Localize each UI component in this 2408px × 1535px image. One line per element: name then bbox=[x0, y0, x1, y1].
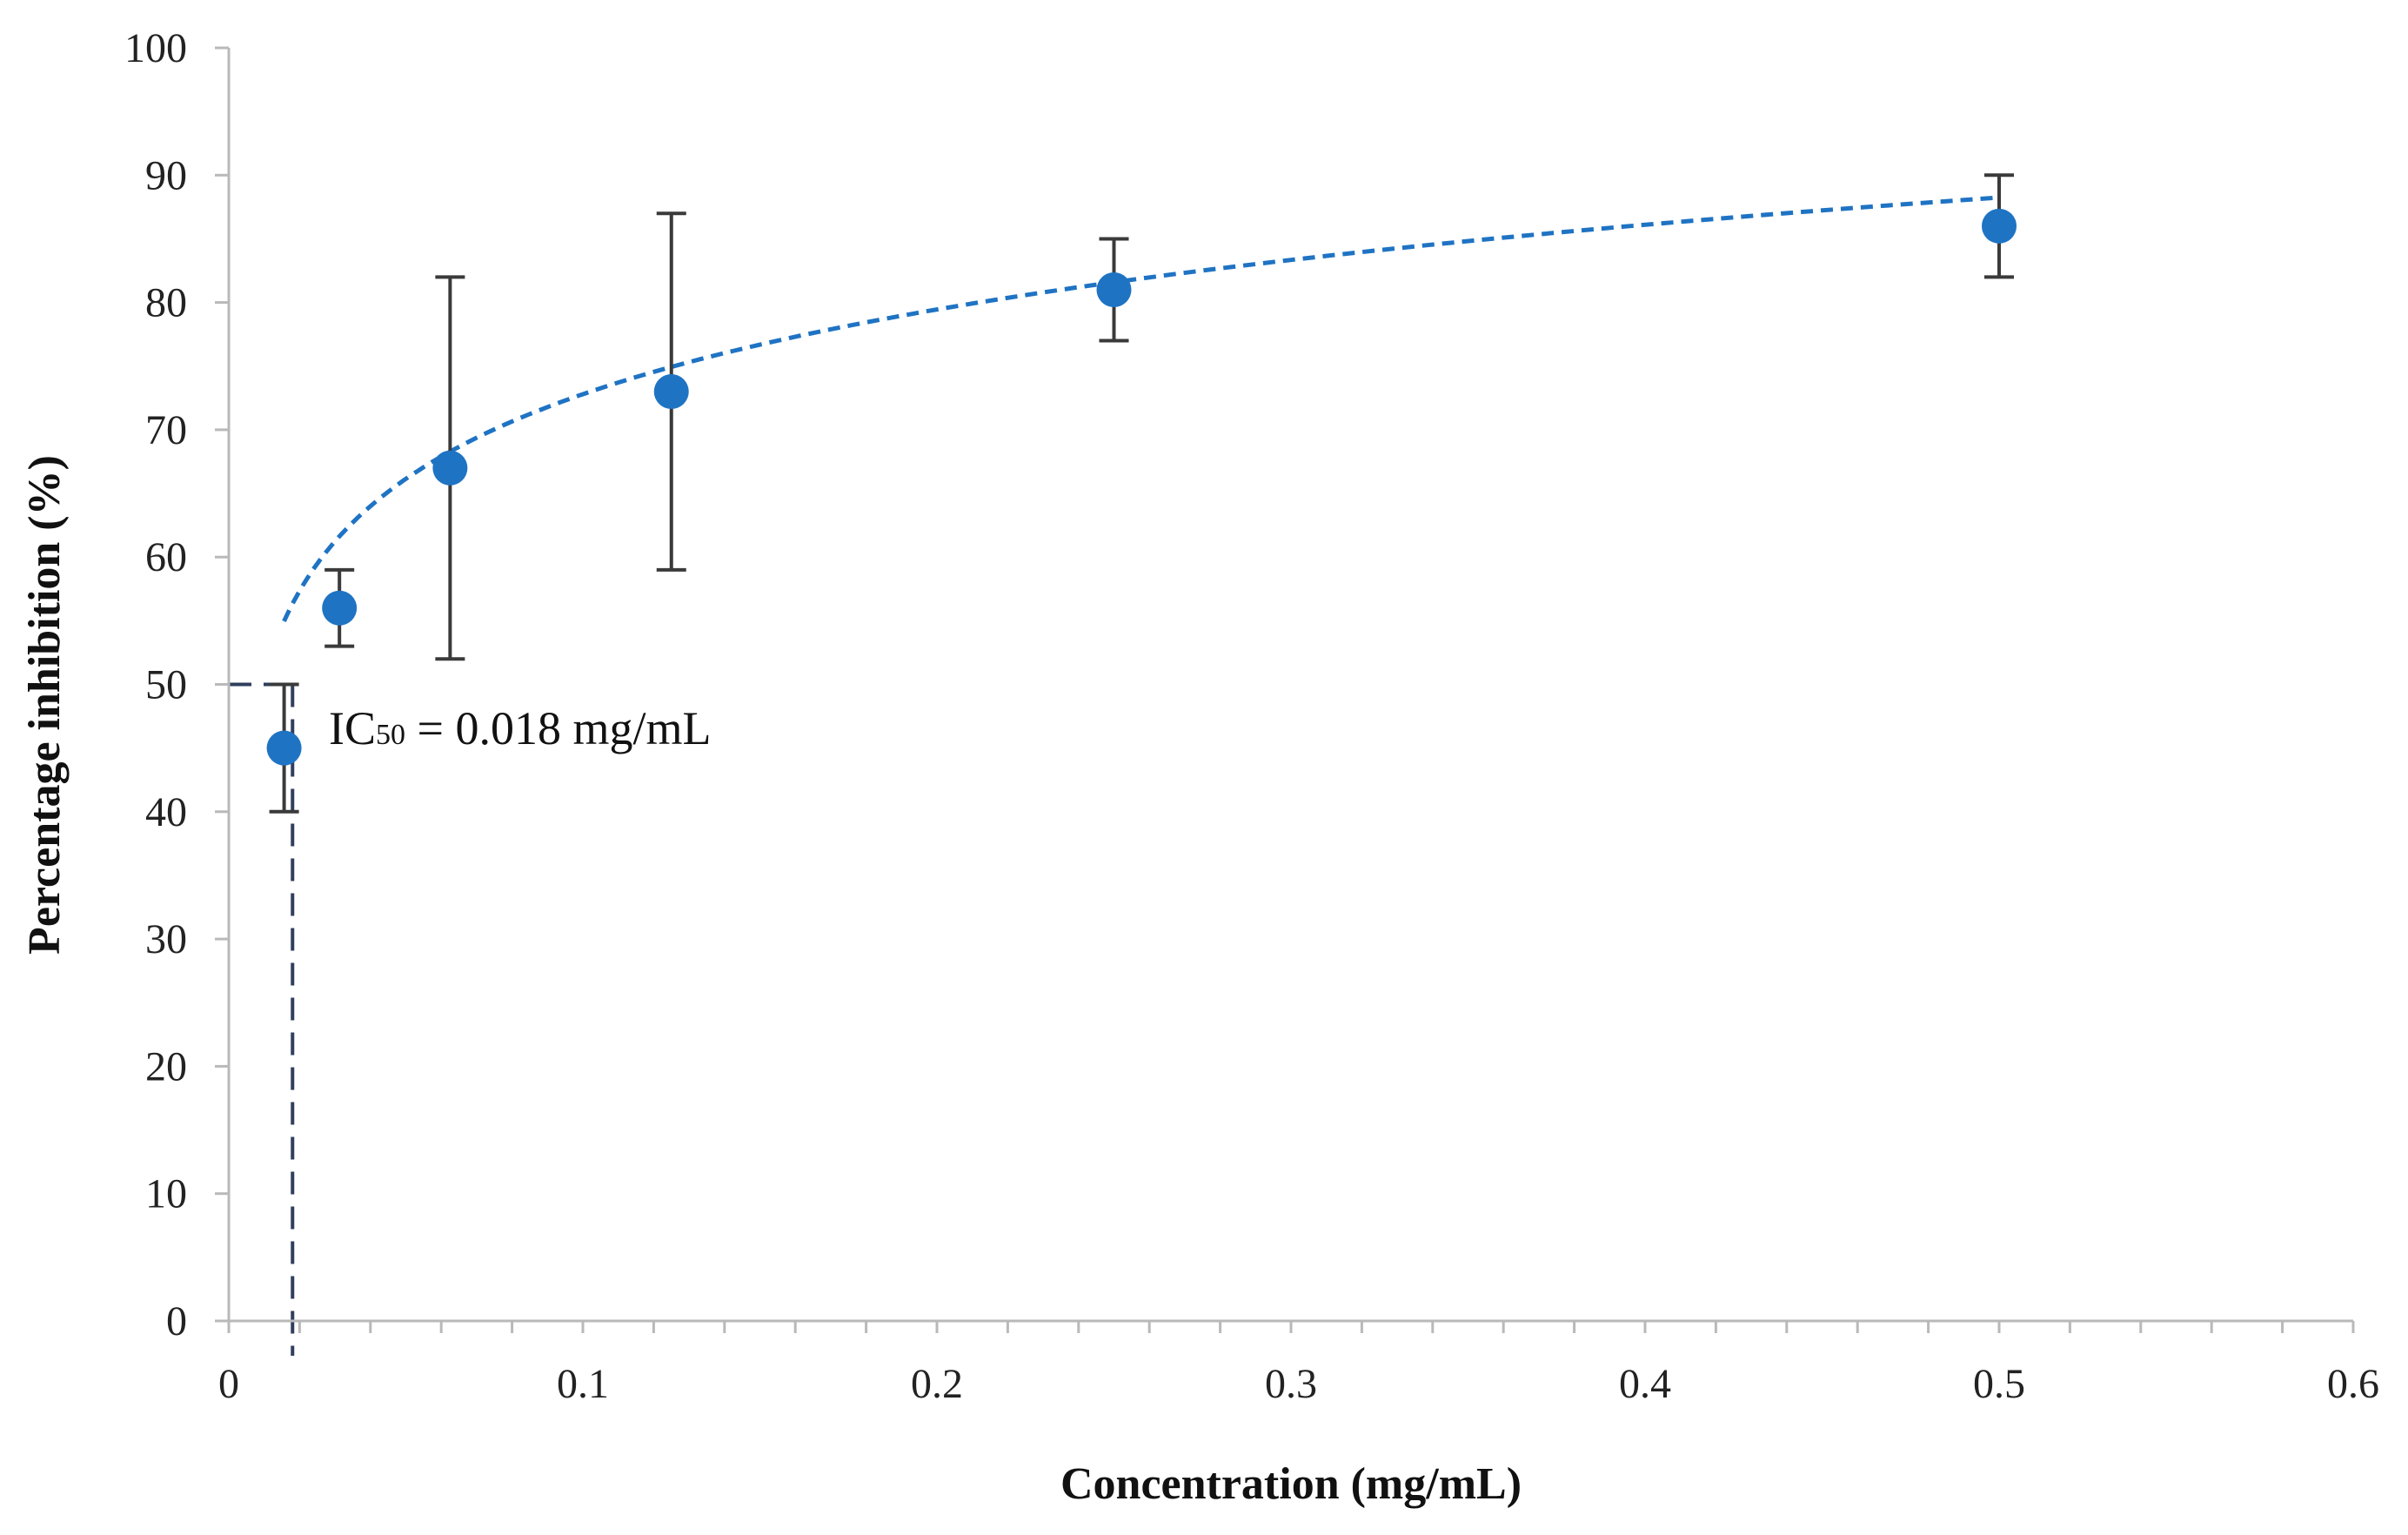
y-tick-label-0: 0 bbox=[166, 1298, 187, 1344]
tick-labels: 0 10 20 30 40 50 60 70 80 90 100 0 0.1 0.2 0.3 0.4 0.5 0.… bbox=[124, 25, 2379, 1407]
y-tick-label-50: 50 bbox=[145, 662, 187, 708]
y-tick-label-40: 40 bbox=[145, 789, 187, 835]
y-tick-label-70: 70 bbox=[145, 407, 187, 453]
ic50-annotation-prefix: IC bbox=[329, 702, 376, 754]
data-point-2 bbox=[432, 450, 468, 486]
y-tick-label-30: 30 bbox=[145, 916, 187, 962]
data-point-4 bbox=[1096, 271, 1132, 307]
y-tick-label-20: 20 bbox=[145, 1043, 187, 1089]
x-tick-label-0: 0 bbox=[218, 1361, 239, 1407]
x-tick-label-0.4: 0.4 bbox=[1619, 1361, 1671, 1407]
data-point-5 bbox=[1982, 208, 2017, 244]
x-tick-label-0.2: 0.2 bbox=[911, 1361, 963, 1407]
x-tick-label-0.5: 0.5 bbox=[1973, 1361, 2025, 1407]
y-tick-label-90: 90 bbox=[145, 152, 187, 198]
x-tick-label-0.6: 0.6 bbox=[2327, 1361, 2379, 1407]
y-tick-label-100: 100 bbox=[124, 25, 187, 71]
y-tick-label-80: 80 bbox=[145, 280, 187, 326]
y-tick-label-10: 10 bbox=[145, 1171, 187, 1217]
y-axis-title: Percentage inhibition (%) bbox=[20, 455, 70, 955]
x-tick-label-0.1: 0.1 bbox=[557, 1361, 609, 1407]
ic50-annotation-value: = 0.018 mg/mL bbox=[405, 702, 711, 754]
x-axis-title: Concentration (mg/mL) bbox=[1060, 1459, 1522, 1509]
data-point-1 bbox=[322, 590, 358, 626]
data-point-3 bbox=[653, 374, 689, 410]
ic50-annotation-subscript: 50 bbox=[376, 719, 405, 751]
trendline-group bbox=[282, 195, 2000, 622]
data-points bbox=[266, 208, 2017, 766]
trendline bbox=[282, 195, 2000, 622]
axes bbox=[215, 46, 2355, 1333]
x-tick-label-0.3: 0.3 bbox=[1265, 1361, 1317, 1407]
ic50-annotation: IC50 = 0.018 mg/mL bbox=[329, 702, 711, 754]
y-tick-label-60: 60 bbox=[145, 534, 187, 580]
data-point-0 bbox=[266, 730, 302, 766]
